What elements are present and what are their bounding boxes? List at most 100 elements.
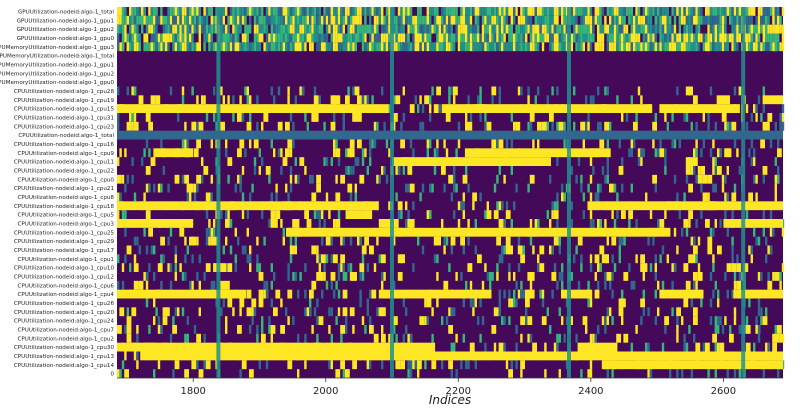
heatmap-cell xyxy=(354,192,357,202)
heatmap-cell xyxy=(657,148,660,158)
heatmap-cell xyxy=(532,139,535,149)
high-utilization-segments xyxy=(117,95,783,370)
heatmap-cell xyxy=(774,33,777,43)
heatmap-cell xyxy=(757,325,761,334)
heatmap-cell xyxy=(131,113,134,122)
heatmap-cell xyxy=(757,42,761,52)
heatmap-cell xyxy=(133,7,137,16)
heatmap-cell xyxy=(213,15,216,25)
heatmap-cell xyxy=(606,369,609,378)
heatmap-cell xyxy=(750,245,753,255)
heatmap-cell xyxy=(160,183,163,193)
heatmap-cell xyxy=(181,272,185,281)
x-tick-label: 1800 xyxy=(180,386,205,397)
heatmap-cell xyxy=(313,86,317,96)
heatmap-cell xyxy=(345,33,348,43)
heatmap-cell xyxy=(138,42,141,52)
heatmap-cell xyxy=(561,7,564,16)
heatmap-cell xyxy=(181,95,185,105)
heatmap-cell xyxy=(637,33,641,43)
heatmap-cell xyxy=(556,42,559,52)
heatmap-cell xyxy=(364,42,367,52)
heatmap-cell xyxy=(287,33,290,43)
heatmap-cell xyxy=(285,307,288,317)
heatmap-cell xyxy=(589,360,593,370)
heatmap-cell xyxy=(189,33,192,43)
heatmap-cell xyxy=(553,236,559,246)
heatmap-cell xyxy=(453,95,456,105)
heatmap-cell xyxy=(393,113,398,122)
heatmap-cell xyxy=(359,15,362,25)
heatmap-cell xyxy=(683,113,686,122)
heatmap-cell xyxy=(496,201,499,211)
heatmap-cell xyxy=(282,24,285,34)
heatmap-cell xyxy=(707,7,710,16)
heatmap-cell xyxy=(589,210,593,219)
row-label: CPUUtilization-nodeid:algo-1_cpu30 xyxy=(14,345,115,351)
heatmap-cell xyxy=(117,157,120,166)
heatmap-cell xyxy=(714,157,717,166)
heatmap-cell xyxy=(330,236,333,246)
heatmap-cell xyxy=(700,148,703,158)
heatmap-cell xyxy=(503,245,506,255)
heatmap-cell xyxy=(474,33,477,43)
heatmap-cell xyxy=(733,33,737,43)
heatmap-cell xyxy=(448,325,453,334)
heatmap-cell xyxy=(388,33,391,43)
heatmap-cell xyxy=(220,7,223,16)
heatmap-cell xyxy=(664,33,667,43)
heatmap-cell xyxy=(577,236,583,246)
heatmap-cell xyxy=(316,7,319,16)
heatmap-cell xyxy=(544,7,547,16)
heatmap-cell xyxy=(333,7,336,16)
heatmap-cell xyxy=(695,148,698,158)
heatmap-cell xyxy=(371,139,374,149)
heatmap-cell xyxy=(328,7,331,16)
heatmap-cell xyxy=(138,245,141,255)
heatmap-cell xyxy=(709,227,713,237)
heatmap-cell xyxy=(169,86,173,96)
heatmap-cell xyxy=(397,15,401,25)
heatmap-cell xyxy=(210,42,213,52)
heatmap-cell xyxy=(249,95,252,105)
heatmap-cell xyxy=(177,15,180,25)
heatmap-cell xyxy=(335,7,338,16)
heatmap-cell xyxy=(753,7,756,16)
heatmap-cell xyxy=(781,42,785,52)
high-utilization-segment xyxy=(117,342,436,352)
heatmap-cell xyxy=(779,24,782,34)
heatmap-cell xyxy=(441,316,444,325)
heatmap-cell xyxy=(133,280,139,290)
heatmap-cell xyxy=(510,15,513,25)
heatmap-cell xyxy=(606,86,609,96)
heatmap-cell xyxy=(609,280,612,290)
heatmap-cell xyxy=(210,24,213,34)
heatmap-cell xyxy=(436,254,439,264)
heatmap-cell xyxy=(486,24,489,34)
heatmap-cell xyxy=(393,236,396,246)
heatmap-cell xyxy=(429,42,432,52)
heatmap-cell xyxy=(301,86,305,96)
heatmap-cell xyxy=(659,219,665,228)
heatmap-cell xyxy=(126,15,129,25)
heatmap-cell xyxy=(750,7,753,16)
heatmap-cell xyxy=(227,15,230,25)
heatmap-cell xyxy=(148,15,151,25)
heatmap-cell xyxy=(707,174,713,184)
heatmap-cell xyxy=(525,298,530,308)
heatmap-cell xyxy=(657,42,660,52)
heatmap-cell xyxy=(316,210,319,219)
heatmap-cell xyxy=(556,342,559,352)
row-label: CPUUtilization-nodeid:algo-1_cpu5 xyxy=(17,213,114,219)
heatmap-cell xyxy=(577,7,581,16)
heatmap-cell xyxy=(347,24,350,34)
heatmap-cell xyxy=(407,360,410,370)
heatmap-cell xyxy=(150,24,153,34)
heatmap-cell xyxy=(397,24,401,34)
heatmap-cell xyxy=(762,369,765,378)
heatmap-cell xyxy=(738,166,741,175)
heatmap-cell xyxy=(294,33,297,43)
heatmap-cell xyxy=(323,157,326,166)
heatmap-cell xyxy=(196,139,201,149)
heatmap-cell xyxy=(333,219,336,228)
